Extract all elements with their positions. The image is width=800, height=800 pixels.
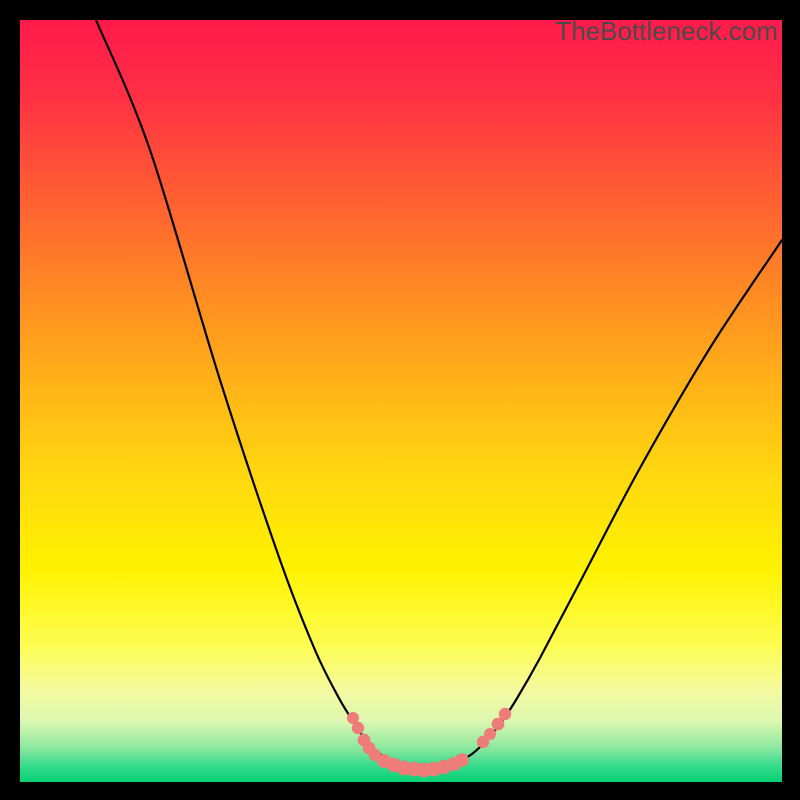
marker-right-1 — [484, 728, 496, 740]
plot-bg — [20, 20, 782, 782]
marker-left-1 — [352, 722, 364, 734]
marker-right-3 — [499, 708, 511, 720]
chart-root: TheBottleneck.com — [0, 0, 800, 800]
watermark-text: TheBottleneck.com — [555, 16, 778, 46]
chart-svg: TheBottleneck.com — [0, 0, 800, 800]
marker-bottom-8 — [455, 753, 469, 767]
